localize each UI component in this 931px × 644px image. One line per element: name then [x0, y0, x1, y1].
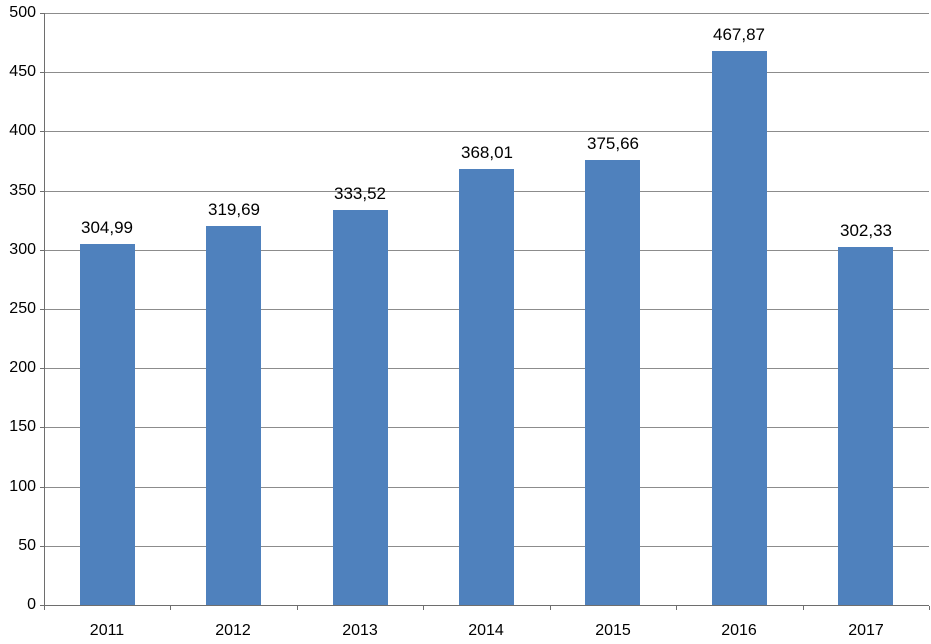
y-tick-label: 300: [9, 241, 36, 258]
y-tick-label: 450: [9, 63, 36, 80]
gridline: [44, 13, 929, 14]
y-tick-label: 400: [9, 122, 36, 139]
bar-value-label: 375,66: [587, 134, 639, 153]
x-tick-label: 2014: [468, 622, 504, 639]
y-axis-tick: [40, 309, 44, 310]
x-axis-tick: [550, 606, 551, 610]
x-axis-tick: [44, 606, 45, 610]
y-axis-tick: [40, 191, 44, 192]
x-tick-label: 2012: [215, 622, 251, 639]
y-axis-tick: [40, 250, 44, 251]
bar: [459, 169, 514, 605]
y-axis-tick: [40, 72, 44, 73]
bar: [585, 160, 640, 605]
y-axis-tick: [40, 368, 44, 369]
bar-value-label: 304,99: [81, 218, 133, 237]
x-tick-label: 2016: [721, 622, 757, 639]
y-tick-label: 150: [9, 418, 36, 435]
y-tick-label: 350: [9, 182, 36, 199]
x-axis-tick: [803, 606, 804, 610]
y-axis-line: [44, 13, 45, 606]
y-tick-label: 100: [9, 478, 36, 495]
x-tick-label: 2011: [89, 622, 125, 639]
y-tick-label: 50: [18, 537, 36, 554]
bar: [712, 51, 767, 605]
x-axis-line: [44, 605, 929, 606]
y-axis-tick: [40, 427, 44, 428]
y-tick-label: 200: [9, 359, 36, 376]
y-axis-tick: [40, 487, 44, 488]
x-axis-tick: [929, 606, 930, 610]
y-tick-label: 0: [27, 596, 36, 613]
gridline: [44, 72, 929, 73]
bar: [838, 247, 893, 605]
bar-value-label: 319,69: [208, 200, 260, 219]
bar-value-label: 302,33: [840, 221, 892, 240]
bar-value-label: 467,87: [713, 25, 765, 44]
bar: [206, 226, 261, 605]
y-axis-tick: [40, 605, 44, 606]
y-axis-tick: [40, 546, 44, 547]
x-tick-label: 2015: [595, 622, 631, 639]
x-tick-label: 2017: [848, 622, 884, 639]
bar: [80, 244, 135, 605]
gridline: [44, 131, 929, 132]
bar-value-label: 368,01: [461, 143, 513, 162]
y-axis-tick: [40, 131, 44, 132]
x-axis-tick: [676, 606, 677, 610]
bar: [333, 210, 388, 605]
y-axis-tick: [40, 13, 44, 14]
y-tick-label: 250: [9, 300, 36, 317]
bar-value-label: 333,52: [334, 184, 386, 203]
y-tick-label: 500: [9, 4, 36, 21]
x-tick-label: 2013: [342, 622, 378, 639]
x-axis-tick: [170, 606, 171, 610]
x-axis-tick: [423, 606, 424, 610]
x-axis-tick: [297, 606, 298, 610]
